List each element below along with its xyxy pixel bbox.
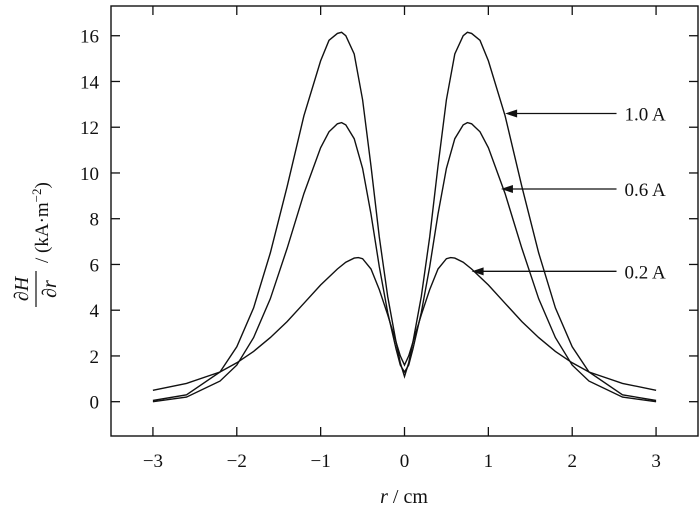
tick-marks (111, 6, 698, 436)
x-tick-label: −2 (227, 451, 247, 472)
y-tick-label: 0 (90, 393, 100, 414)
svg-text:∂r: ∂r (39, 280, 61, 298)
series-line-1-0-a (152, 31, 657, 402)
series-curves (152, 31, 657, 403)
x-tick-label: 3 (651, 451, 661, 472)
annotation-arrow-head (500, 184, 513, 193)
series-line-0-2-a (152, 256, 657, 391)
x-tick-label: 0 (400, 451, 410, 472)
x-tick-label: −3 (143, 451, 163, 472)
x-axis-label: r / cm (380, 486, 428, 508)
curve-annotations: 1.0 A 0.6 A 0.2 A (471, 105, 666, 283)
y-tick-label: 10 (80, 164, 99, 185)
y-tick-label: 12 (80, 118, 99, 139)
annotation-arrow-head (471, 267, 484, 276)
svg-text:/ (kA·m−2): / (kA·m−2) (29, 182, 54, 263)
x-tick-label: −1 (311, 451, 331, 472)
x-tick-label: 1 (484, 451, 494, 472)
annotation-label: 0.6 A (625, 180, 666, 201)
y-tick-label: 2 (90, 347, 100, 368)
y-tick-label: 4 (90, 301, 100, 322)
y-axis-label: ∂H ∂r / (kA·m−2) (11, 182, 61, 307)
y-tick-label: 6 (90, 255, 100, 276)
svg-text:∂H: ∂H (11, 275, 33, 301)
y-tick-labels: 0 2 4 6 8 10 12 14 16 (80, 27, 100, 414)
y-tick-label: 14 (80, 72, 100, 93)
series-line-0-6-a (152, 121, 657, 403)
x-tick-label: 2 (567, 451, 577, 472)
y-tick-label: 16 (80, 27, 99, 48)
y-tick-label: 8 (90, 210, 100, 231)
annotation-arrow-head (505, 109, 518, 118)
x-tick-labels: −3 −2 −1 0 1 2 3 (143, 451, 661, 472)
annotation-label: 1.0 A (625, 105, 666, 126)
annotation-label: 0.2 A (625, 262, 666, 283)
